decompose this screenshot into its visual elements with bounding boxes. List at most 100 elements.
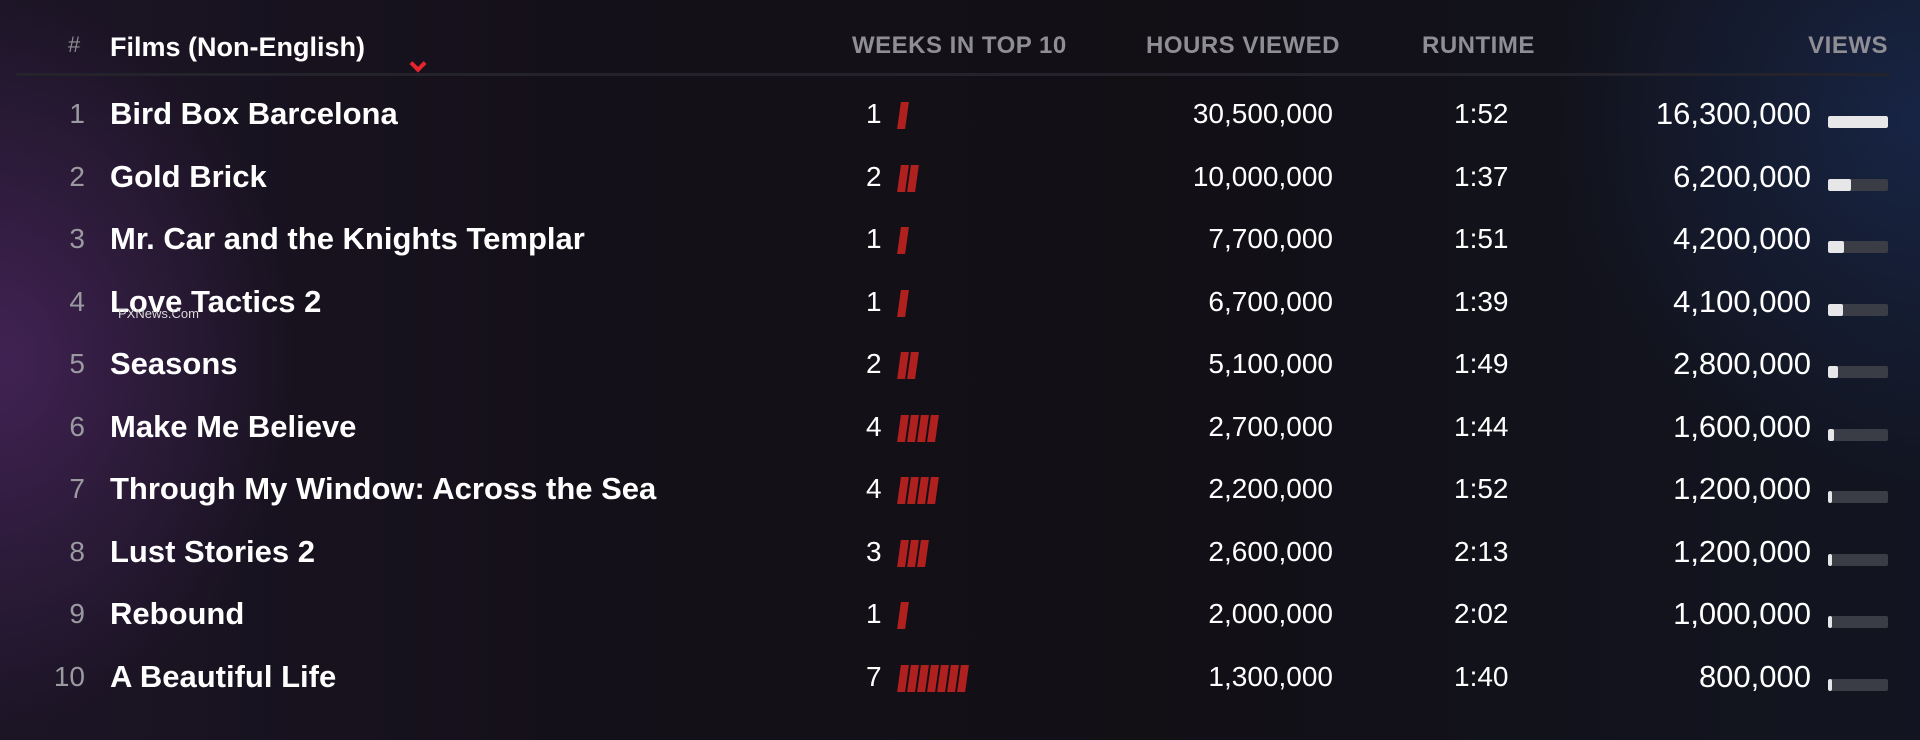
week-bar-segment: [917, 539, 929, 567]
weeks-count: 7: [866, 660, 882, 692]
hours-viewed: 2,700,000: [1208, 410, 1333, 442]
rank-number: 8: [69, 535, 85, 567]
hours-viewed: 6,700,000: [1208, 285, 1333, 317]
views-bar: [1828, 178, 1888, 191]
views-count: 2,800,000: [1673, 346, 1811, 381]
weeks-bar-indicator: [897, 102, 909, 129]
weeks-bar-indicator: [897, 602, 909, 629]
table-row[interactable]: 4 Love Tactics 2 1 6,700,000 1:39 4,100,000: [0, 272, 1920, 334]
runtime: 2:02: [1454, 598, 1509, 629]
hours-viewed: 7,700,000: [1208, 223, 1333, 254]
rank-number: 1: [69, 98, 85, 129]
views-bar: [1828, 116, 1888, 128]
table-row[interactable]: 7 Through My Window: Across the Sea 4 2,200…: [0, 459, 1920, 521]
week-bar-segment: [907, 164, 919, 192]
table-row[interactable]: 6 Make Me Believe 4 2,700,000 1:44 1,600,000: [0, 397, 1920, 459]
views-count: 6,200,000: [1673, 158, 1811, 194]
weeks-count: 4: [866, 473, 882, 504]
hours-viewed: 2,600,000: [1208, 535, 1333, 567]
weeks-count: 2: [866, 160, 882, 192]
views-column-header: VIEWS: [1808, 32, 1888, 59]
views-bar-fill: [1828, 303, 1843, 316]
runtime: 1:44: [1454, 410, 1509, 442]
views-bar-fill: [1828, 178, 1851, 191]
runtime: 1:37: [1454, 160, 1509, 192]
hours-viewed: 2,200,000: [1208, 473, 1333, 504]
week-bar-segment: [957, 664, 969, 692]
views-bar: [1828, 366, 1888, 378]
views-bar-fill: [1828, 553, 1832, 566]
rank-number: 3: [69, 223, 85, 254]
views-count: 1,000,000: [1673, 596, 1811, 631]
film-title[interactable]: Rebound: [110, 596, 245, 631]
views-bar-fill: [1828, 491, 1832, 503]
hours-viewed: 10,000,000: [1192, 160, 1333, 192]
film-title[interactable]: Through My Window: Across the Sea: [110, 471, 657, 506]
weeks-bar-indicator: [897, 539, 929, 567]
rank-number: 9: [69, 598, 85, 629]
category-dropdown-label[interactable]: Films (Non-English): [110, 32, 365, 62]
hours-column-header: HOURS VIEWED: [1146, 32, 1341, 59]
week-bar-segment: [927, 414, 939, 442]
table-row[interactable]: 9 Rebound 1 2,000,000 2:02 1,000,000: [0, 584, 1920, 646]
views-bar: [1828, 553, 1888, 566]
film-title[interactable]: Lust Stories 2: [110, 533, 315, 569]
runtime: 1:51: [1454, 223, 1509, 254]
table-row[interactable]: 8 Lust Stories 2 3 2,600,000 2:13 1,200,000: [0, 522, 1920, 584]
film-title[interactable]: Make Me Believe: [110, 408, 357, 444]
weeks-count: 3: [866, 535, 882, 567]
weeks-count: 4: [866, 410, 882, 442]
views-bar-fill: [1828, 428, 1834, 441]
weeks-count: 1: [866, 98, 882, 129]
views-count: 800,000: [1698, 658, 1811, 694]
table-row[interactable]: 5 Seasons 2 5,100,000 1:49 2,800,000: [0, 334, 1920, 396]
views-count: 1,200,000: [1673, 533, 1811, 569]
weeks-bar-indicator: [897, 664, 969, 692]
views-count: 4,200,000: [1673, 221, 1811, 256]
rank-number: 6: [69, 410, 85, 442]
table-row[interactable]: 1 Bird Box Barcelona 1 30,500,000 1:52 16,300…: [0, 84, 1920, 146]
week-bar-segment: [897, 602, 909, 629]
runtime: 1:40: [1454, 660, 1509, 692]
weeks-column-header: WEEKS IN TOP 10: [852, 32, 1067, 59]
rank-column-header: #: [68, 32, 81, 57]
week-bar-segment: [897, 289, 909, 317]
weeks-bar-indicator: [897, 414, 939, 442]
film-title[interactable]: Mr. Car and the Knights Templar: [110, 221, 585, 256]
film-title[interactable]: Love Tactics 2: [110, 283, 322, 319]
views-count: 1,200,000: [1673, 471, 1811, 506]
views-bar: [1828, 491, 1888, 503]
views-bar: [1828, 678, 1888, 691]
table-row[interactable]: 10 A Beautiful Life 7 1,300,000 1:40 800,000: [0, 647, 1920, 709]
film-title[interactable]: Gold Brick: [110, 158, 267, 194]
runtime: 1:39: [1454, 285, 1509, 317]
weeks-bar-indicator: [897, 289, 909, 317]
views-bar: [1828, 303, 1888, 316]
runtime: 2:13: [1454, 535, 1509, 567]
header-divider: [16, 73, 1890, 76]
weeks-count: 1: [866, 598, 882, 629]
weeks-bar-indicator: [897, 477, 939, 504]
table-row[interactable]: 3 Mr. Car and the Knights Templar 1 7,700,0…: [0, 209, 1920, 271]
table-row[interactable]: 2 Gold Brick 2 10,000,000 1:37 6,200,000: [0, 147, 1920, 209]
film-title[interactable]: Seasons: [110, 346, 238, 381]
hours-viewed: 1,300,000: [1208, 660, 1333, 692]
weeks-count: 1: [866, 223, 882, 254]
chevron-down-icon[interactable]: [409, 55, 427, 73]
weeks-bar-indicator: [897, 227, 909, 254]
views-bar-fill: [1828, 116, 1888, 128]
runtime-column-header: RUNTIME: [1422, 32, 1535, 59]
film-title[interactable]: Bird Box Barcelona: [110, 96, 398, 131]
views-count: 16,300,000: [1655, 96, 1811, 131]
rank-number: 5: [69, 348, 85, 379]
views-bar: [1828, 428, 1888, 441]
week-bar-segment: [907, 352, 919, 379]
views-bar-fill: [1828, 241, 1844, 253]
views-bar-fill: [1828, 678, 1832, 691]
rank-number: 7: [69, 473, 85, 504]
views-bar: [1828, 616, 1888, 628]
film-title[interactable]: A Beautiful Life: [110, 658, 337, 694]
weeks-count: 1: [866, 285, 882, 317]
hours-viewed: 2,000,000: [1208, 598, 1333, 629]
